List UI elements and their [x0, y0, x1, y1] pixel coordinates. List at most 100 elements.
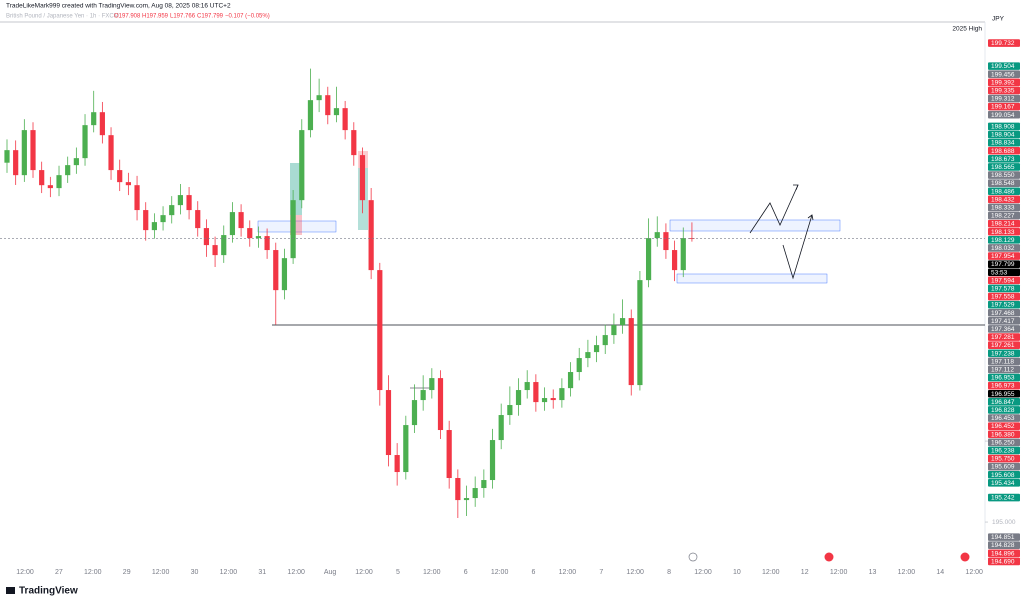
candle-body: [221, 235, 227, 256]
price-label: 196.452: [991, 423, 1015, 430]
candle-body: [195, 210, 201, 229]
price-label: 199.392: [991, 79, 1015, 86]
candle-body: [65, 165, 71, 176]
candle-body: [13, 150, 19, 176]
price-label: 198.214: [991, 221, 1015, 228]
candle-body: [264, 236, 270, 251]
candle-body: [125, 182, 131, 186]
price-label: 196.955: [991, 391, 1015, 398]
x-tick-label: 7: [599, 569, 603, 576]
candle-body: [290, 200, 296, 259]
price-label-box: [988, 470, 1020, 479]
x-tick-label: Aug: [324, 569, 337, 576]
price-label: 196.453: [991, 415, 1015, 422]
arrow-head: [793, 184, 799, 191]
candle-body: [203, 228, 210, 246]
price-label-box: [988, 341, 1020, 349]
x-tick-label: 31: [258, 569, 266, 576]
price-label: 195.434: [991, 480, 1015, 487]
logo-text: TradingView: [19, 586, 78, 597]
price-label-box: [988, 446, 1020, 455]
price-label-box: [988, 389, 1020, 398]
price-label-box: [988, 227, 1020, 236]
price-label: 194.851: [991, 534, 1015, 541]
event-icon[interactable]: [824, 552, 834, 562]
price-label-box: [988, 557, 1020, 566]
y-tick-label: 195.000: [992, 519, 1016, 526]
candle-body: [420, 390, 426, 401]
ohlc-open: O197.908: [114, 14, 141, 20]
price-label-box: [988, 146, 1020, 155]
candle-body: [645, 238, 652, 281]
candle-body: [541, 398, 548, 403]
candle-body: [169, 205, 175, 216]
price-label: 197.558: [991, 294, 1015, 301]
candle-body: [567, 372, 574, 389]
price-label: 199.504: [991, 63, 1015, 70]
candle-body: [21, 130, 27, 176]
candle-body: [671, 250, 678, 271]
candle-body: [4, 150, 10, 163]
x-tick-label: 12:00: [694, 569, 712, 576]
x-tick-label: 12:00: [898, 569, 916, 576]
price-label: 196.828: [991, 407, 1015, 414]
price-label: 194.690: [991, 558, 1015, 565]
price-label-box: [988, 349, 1020, 358]
currency: JPY: [992, 16, 1005, 23]
price-label-box: [988, 163, 1020, 171]
zone: [676, 273, 828, 284]
price-label: 199.732: [991, 40, 1015, 47]
candle-body: [56, 175, 62, 189]
time-axis: 12:00 27 12:00 29 12:00 30 12:00 31 12:00 Aug 12:0…: [16, 569, 983, 576]
candle-body: [325, 95, 331, 116]
candle-body: [73, 158, 79, 166]
candle-body: [255, 236, 262, 239]
x-tick-label: 12:00: [965, 569, 983, 576]
price-label: 198.834: [991, 140, 1015, 147]
candle-body: [455, 478, 461, 501]
candle-body: [238, 212, 244, 229]
price-label: 198.548: [991, 180, 1015, 187]
price-label: 199.054: [991, 112, 1015, 119]
price-label: 198.908: [991, 123, 1015, 130]
zone: [257, 220, 337, 233]
price-label-box: [988, 236, 1020, 244]
candle-body: [186, 195, 192, 211]
price-label-box: [988, 122, 1020, 131]
price-label: 197.417: [991, 318, 1015, 325]
price-label: 197.238: [991, 350, 1015, 357]
price-label: 197.799: [991, 261, 1015, 268]
candle-body: [663, 232, 669, 251]
candle-body: [472, 488, 478, 499]
x-tick-label: 12:00: [762, 569, 780, 576]
price-label-box: [988, 284, 1020, 293]
price-label-box: [988, 365, 1020, 374]
candle-body: [628, 318, 634, 386]
x-tick-label: 12:00: [220, 569, 238, 576]
price-label: 198.133: [991, 229, 1015, 236]
price-label-box: [988, 462, 1020, 471]
event-icon[interactable]: [688, 552, 698, 562]
candle-body: [394, 455, 400, 473]
candle-body: [273, 250, 279, 291]
candle-body: [151, 222, 157, 231]
candle-body: [229, 212, 236, 236]
price-label: 195.750: [991, 456, 1015, 463]
candle-body: [47, 185, 53, 189]
candle-body: [99, 112, 105, 136]
price-label: 198.227: [991, 213, 1015, 220]
x-tick-label: 5: [396, 569, 400, 576]
price-label: 198.550: [991, 172, 1015, 179]
symbol: British Pound / Japanese Yen · 1h · FXCM: [6, 14, 119, 20]
event-icon[interactable]: [960, 552, 970, 562]
price-label: 198.673: [991, 156, 1015, 163]
candle-body: [143, 210, 149, 231]
price-label: 196.380: [991, 431, 1015, 438]
candle-body: [411, 400, 418, 426]
candle-body: [212, 245, 218, 256]
price-label-box: [988, 398, 1020, 406]
price-label-box: [988, 179, 1020, 187]
price-label-box: [988, 533, 1020, 541]
price-label-box: [988, 219, 1020, 228]
